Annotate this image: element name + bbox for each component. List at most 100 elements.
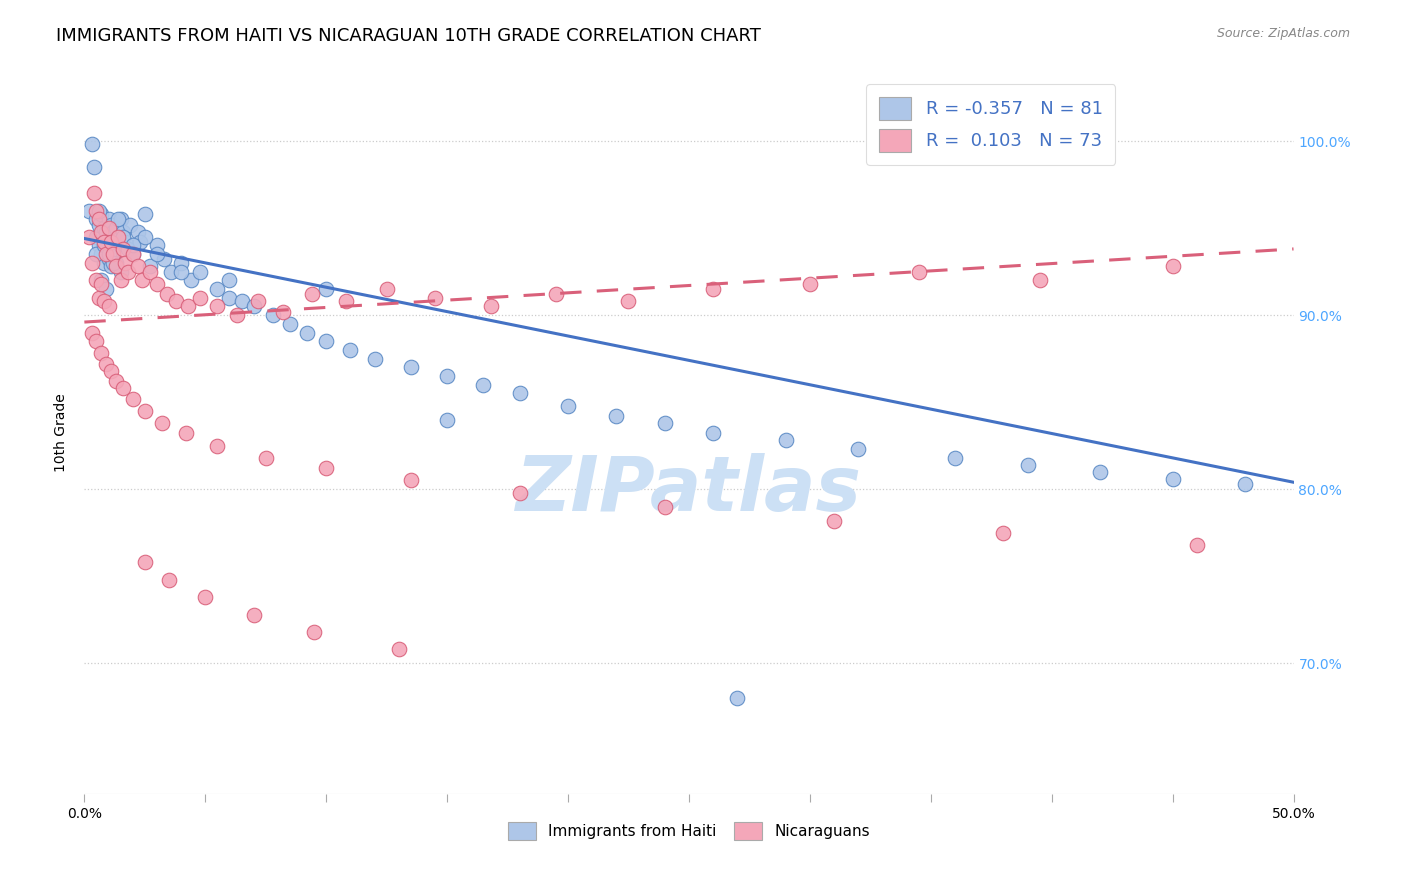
Point xyxy=(302,624,325,639)
Point xyxy=(907,264,929,278)
Point xyxy=(86,273,108,287)
Point xyxy=(121,247,143,261)
Point xyxy=(153,252,176,267)
Point xyxy=(544,287,567,301)
Point xyxy=(315,282,337,296)
Point xyxy=(335,294,357,309)
Point xyxy=(823,514,845,528)
Point xyxy=(157,573,180,587)
Point xyxy=(100,218,122,232)
Point xyxy=(388,642,411,657)
Point xyxy=(479,299,502,313)
Point xyxy=(100,235,122,249)
Point xyxy=(509,386,531,401)
Point xyxy=(93,294,115,309)
Point xyxy=(77,203,100,218)
Point xyxy=(254,450,277,465)
Point xyxy=(90,225,112,239)
Point xyxy=(131,273,153,287)
Point xyxy=(190,264,212,278)
Point xyxy=(121,247,143,261)
Text: ZIPatlas: ZIPatlas xyxy=(516,453,862,527)
Point xyxy=(114,235,136,249)
Point xyxy=(1234,477,1257,491)
Point xyxy=(93,221,115,235)
Point xyxy=(207,282,229,296)
Point xyxy=(146,238,169,252)
Point xyxy=(242,607,264,622)
Point xyxy=(339,343,361,357)
Point xyxy=(94,247,117,261)
Point xyxy=(231,294,253,309)
Point xyxy=(170,256,193,270)
Point xyxy=(97,252,120,267)
Point xyxy=(107,212,129,227)
Point xyxy=(1017,458,1039,472)
Point xyxy=(86,212,108,227)
Point xyxy=(97,299,120,313)
Point xyxy=(129,235,152,249)
Point xyxy=(315,461,337,475)
Point xyxy=(107,229,129,244)
Point xyxy=(94,242,117,256)
Point xyxy=(702,426,724,441)
Point xyxy=(83,186,105,201)
Point xyxy=(654,416,676,430)
Point xyxy=(1161,472,1184,486)
Point xyxy=(160,264,183,278)
Point xyxy=(363,351,385,366)
Point xyxy=(177,299,200,313)
Point xyxy=(104,221,127,235)
Point xyxy=(155,287,177,301)
Point xyxy=(423,291,446,305)
Point xyxy=(114,256,136,270)
Point xyxy=(617,294,640,309)
Point xyxy=(94,282,117,296)
Point xyxy=(87,218,110,232)
Point xyxy=(86,229,108,244)
Point xyxy=(104,256,127,270)
Point xyxy=(242,299,264,313)
Text: IMMIGRANTS FROM HAITI VS NICARAGUAN 10TH GRADE CORRELATION CHART: IMMIGRANTS FROM HAITI VS NICARAGUAN 10TH… xyxy=(56,27,761,45)
Point xyxy=(86,247,108,261)
Point xyxy=(112,225,135,239)
Point xyxy=(120,218,142,232)
Point xyxy=(225,308,247,322)
Point xyxy=(93,235,115,249)
Point xyxy=(110,273,132,287)
Y-axis label: 10th Grade: 10th Grade xyxy=(55,393,69,472)
Point xyxy=(87,238,110,252)
Point xyxy=(112,242,135,256)
Point xyxy=(90,346,112,360)
Point xyxy=(399,474,422,488)
Point xyxy=(90,247,112,261)
Point xyxy=(262,308,284,322)
Point xyxy=(375,282,398,296)
Point xyxy=(110,264,132,278)
Point xyxy=(104,374,127,388)
Point xyxy=(107,229,129,244)
Point xyxy=(87,291,110,305)
Point xyxy=(110,212,132,227)
Point xyxy=(846,442,869,457)
Point xyxy=(134,404,156,418)
Point xyxy=(278,317,301,331)
Point xyxy=(134,555,156,569)
Legend: Immigrants from Haiti, Nicaraguans: Immigrants from Haiti, Nicaraguans xyxy=(501,814,877,847)
Point xyxy=(138,260,160,274)
Point xyxy=(112,229,135,244)
Point xyxy=(80,326,103,340)
Point xyxy=(943,450,966,465)
Point xyxy=(146,277,169,291)
Point xyxy=(557,399,579,413)
Point xyxy=(472,377,495,392)
Point xyxy=(121,392,143,406)
Point xyxy=(207,439,229,453)
Point xyxy=(90,207,112,221)
Point xyxy=(207,299,229,313)
Point xyxy=(103,256,125,270)
Point xyxy=(94,225,117,239)
Point xyxy=(218,291,240,305)
Point xyxy=(180,273,202,287)
Point xyxy=(170,264,193,278)
